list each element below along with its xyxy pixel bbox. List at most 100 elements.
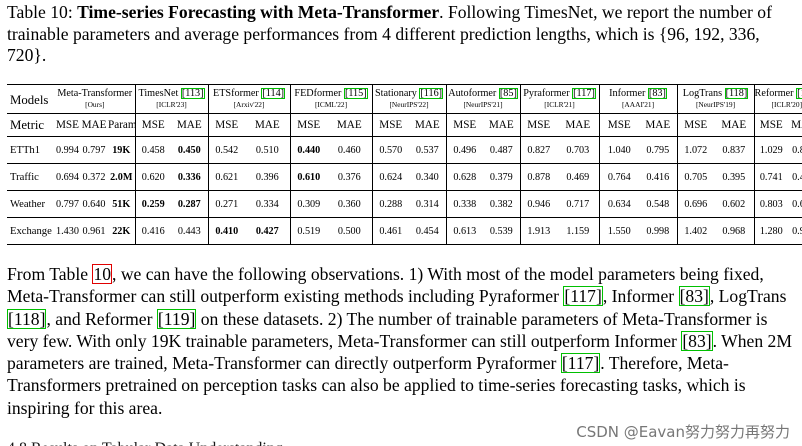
- table-cell: 0.878: [519, 163, 558, 191]
- table-cell: 0.454: [415, 225, 439, 237]
- table-cell: 0.460: [337, 144, 361, 156]
- model-name: LogTrans: [682, 88, 723, 99]
- body-paragraph: From Table 10, we can have the following…: [7, 263, 797, 419]
- dataset-name: Exchange: [10, 225, 52, 237]
- table-cell: 0.628: [445, 163, 484, 191]
- model-venue-9: [ICLR'20]: [753, 100, 802, 114]
- table-cell: 0.613: [445, 217, 484, 245]
- model-name-9: Reformer [119]: [753, 84, 802, 100]
- venue-row: [Ours] [ICLR'23] [Arxiv'22] [ICML'22] [NeurI…: [7, 100, 802, 114]
- table-cell: 1.029: [753, 136, 789, 164]
- table-cell: 0.271: [207, 190, 246, 218]
- table-cell: 0.443: [177, 225, 201, 237]
- model-name: Autoformer: [448, 88, 497, 99]
- model-citation[interactable]: [115]: [343, 88, 368, 99]
- dataset-name: Traffic: [10, 171, 39, 183]
- metric-label: Metric: [10, 117, 45, 132]
- model-name: FEDformer: [294, 88, 342, 99]
- model-name: TimesNet: [138, 88, 179, 99]
- model-citation[interactable]: [116]: [419, 88, 444, 99]
- metric-header: MAE: [565, 119, 591, 131]
- table-cell: 0.382: [489, 198, 513, 210]
- table-cell: 0.376: [337, 171, 361, 183]
- model-name: Pyraformer: [523, 88, 570, 99]
- meta-transformer-value: 0.797: [82, 144, 106, 156]
- model-citation[interactable]: [118]: [724, 88, 749, 99]
- table-row: ETTh1 0.994 0.797 19K 0.458 0.450 0.542 0.510 0.…: [7, 136, 802, 164]
- dataset-name: Weather: [10, 198, 46, 210]
- metric-header: MAE: [791, 119, 802, 131]
- metric-row: Metric MSE MAE Param MSE MAE MSE MAE MSE MAE MSE MA…: [7, 113, 802, 137]
- table-cell: 0.450: [177, 144, 201, 156]
- table-cell: 0.410: [207, 217, 246, 245]
- metric-header: MSE: [676, 113, 715, 137]
- body-text: . When 2M parameters are trained, Meta-T…: [7, 330, 792, 374]
- table-cell: 0.496: [445, 136, 484, 164]
- table-cell: 0.764: [598, 163, 640, 191]
- table-row: Weather 0.797 0.640 51K 0.259 0.287 0.271 0.334…: [7, 190, 802, 218]
- table-cell: 0.803: [753, 190, 789, 218]
- table-cell: 0.259: [134, 190, 172, 218]
- table-cell: 0.705: [676, 163, 715, 191]
- model-citation[interactable]: [114]: [261, 88, 286, 99]
- table-cell: 0.827: [519, 136, 558, 164]
- table-cell: 0.998: [646, 225, 670, 237]
- table-cell: 0.703: [566, 144, 590, 156]
- next-section-heading: 4.8 Results on Tabular Data Understandin…: [7, 440, 283, 446]
- citation-118[interactable]: [118]: [7, 308, 47, 329]
- body-text: , LogTrans: [709, 286, 787, 307]
- table-cell: 0.717: [566, 198, 590, 210]
- meta-transformer-value: 22K: [112, 225, 131, 237]
- citation-119[interactable]: [119]: [156, 308, 197, 329]
- model-name-8: LogTrans [118]: [676, 84, 755, 100]
- citation-83[interactable]: [83]: [681, 330, 713, 351]
- citation-83[interactable]: [83]: [678, 286, 710, 307]
- table-cell: 0.440: [289, 136, 328, 164]
- model-citation[interactable]: [119]: [796, 88, 802, 99]
- model-name: Informer: [609, 88, 646, 99]
- body-text: , we can have the following observations…: [7, 264, 764, 307]
- citation-117[interactable]: [117]: [560, 353, 601, 374]
- table-cell: 0.379: [489, 171, 513, 183]
- table-cell: 0.422: [792, 171, 802, 183]
- table-row: Exchange 1.430 0.961 22K 0.416 0.443 0.410 0.42…: [7, 217, 802, 245]
- model-name-5: Autoformer [85]: [445, 84, 521, 100]
- meta-transformer-value: 0.797: [56, 198, 79, 210]
- body-text: , Informer: [602, 286, 679, 307]
- model-name-0: Meta-Transformer: [55, 85, 135, 101]
- model-name-6: Pyraformer [117]: [519, 84, 600, 100]
- table-cell: 0.932: [792, 225, 802, 237]
- table-cell: 0.741: [753, 163, 789, 191]
- body-text: on these datasets. 2) The number of trai…: [7, 308, 768, 351]
- metric-header: MAE: [645, 119, 671, 131]
- model-name: ETSformer: [212, 88, 259, 99]
- model-citation[interactable]: [117]: [572, 88, 596, 99]
- table-ref-link[interactable]: 10: [92, 264, 113, 284]
- table-cell: 0.500: [337, 225, 361, 237]
- table-cell: 1.159: [566, 225, 590, 237]
- meta-transformer-value: 0.372: [82, 171, 106, 183]
- dataset-name: ETTh1: [10, 144, 41, 156]
- results-table: Models Meta-Transformer TimesNet [113] ETSf…: [7, 84, 802, 245]
- metric-header: MSE: [598, 113, 640, 137]
- table-cell: 0.656: [792, 198, 802, 210]
- model-citation[interactable]: [113]: [180, 88, 205, 99]
- table-cell: 0.336: [177, 171, 201, 183]
- table-cell: 0.539: [489, 225, 513, 237]
- metric-header: MAE: [488, 119, 514, 131]
- meta-transformer-value: 0.961: [82, 225, 106, 237]
- table-cell: 1.040: [598, 136, 640, 164]
- table-cell: 0.537: [415, 144, 439, 156]
- model-name-1: TimesNet [113]: [134, 84, 209, 100]
- meta-transformer-value: 0.694: [56, 171, 79, 183]
- table-cell: 0.548: [646, 198, 670, 210]
- body-text: . Therefore, Meta-Transformers pretraine…: [7, 353, 746, 418]
- metric-header: MAE: [81, 119, 107, 131]
- model-citation[interactable]: [83]: [647, 88, 667, 99]
- model-citation[interactable]: [85]: [498, 88, 518, 99]
- citation-117[interactable]: [117]: [563, 286, 603, 307]
- table-cell: 0.309: [289, 190, 328, 218]
- table-cell: 1.072: [676, 136, 715, 164]
- table-row: Traffic 0.694 0.372 2.0M 0.620 0.336 0.621 0.39…: [7, 163, 802, 191]
- metric-header: MSE: [207, 113, 246, 137]
